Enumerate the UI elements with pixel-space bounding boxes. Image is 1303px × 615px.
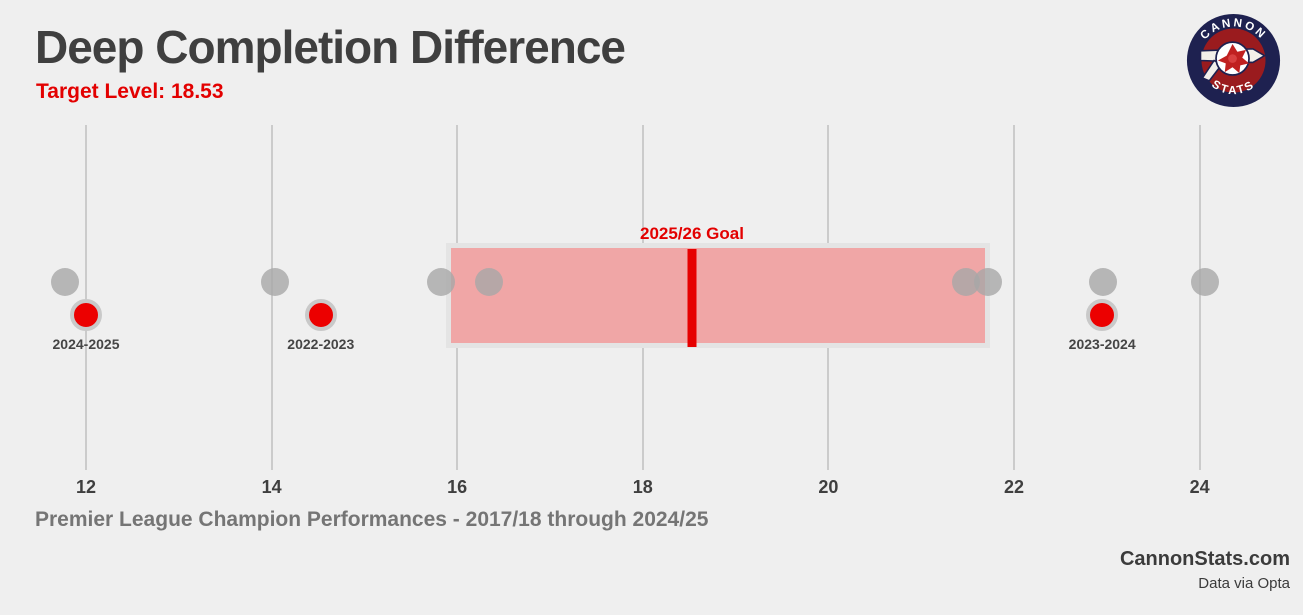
gridline — [1013, 125, 1015, 470]
page-title: Deep Completion Difference — [35, 21, 626, 73]
arsenal-dot — [70, 299, 102, 331]
x-tick-label: 18 — [632, 477, 653, 497]
season-label: 2024-2025 — [52, 336, 120, 352]
goal-label: 2025/26 Goal — [639, 224, 744, 243]
x-tick-label: 22 — [1003, 477, 1025, 497]
champion-dot — [261, 268, 290, 296]
champion-dot — [1089, 268, 1118, 296]
arsenal-dot — [1086, 299, 1119, 331]
x-tick-label: 14 — [261, 477, 282, 497]
cannon-icon — [1199, 41, 1267, 82]
footer-site-name: CannonStats.com — [1119, 548, 1290, 570]
target-level-subtitle: Target Level: 18.53 — [36, 80, 224, 103]
logo-bottom-text: STATS — [1209, 78, 1257, 97]
arsenal-dot — [304, 299, 337, 331]
chart-caption: Premier League Champion Performances - 2… — [35, 508, 709, 531]
x-tick-label: 12 — [75, 477, 97, 497]
cannon-stats-logo-icon: CANNON STATS — [1186, 13, 1281, 108]
champion-dot — [1191, 268, 1220, 296]
champion-dot — [974, 268, 1003, 296]
champion-range-box — [446, 243, 990, 348]
champion-dot — [474, 268, 503, 296]
season-label: 2022-2023 — [287, 336, 355, 352]
x-tick-label: 16 — [447, 477, 468, 497]
goal-line — [687, 249, 697, 347]
x-tick-label: 24 — [1189, 477, 1210, 497]
footer-data-credit: Data via Opta — [1198, 575, 1290, 592]
gridline — [270, 125, 273, 470]
gridline — [85, 125, 87, 470]
season-label: 2023-2024 — [1068, 336, 1136, 352]
champion-dot — [50, 268, 79, 296]
gridline — [1198, 125, 1201, 470]
champion-dot — [427, 268, 456, 296]
x-tick-label: 20 — [818, 477, 839, 497]
